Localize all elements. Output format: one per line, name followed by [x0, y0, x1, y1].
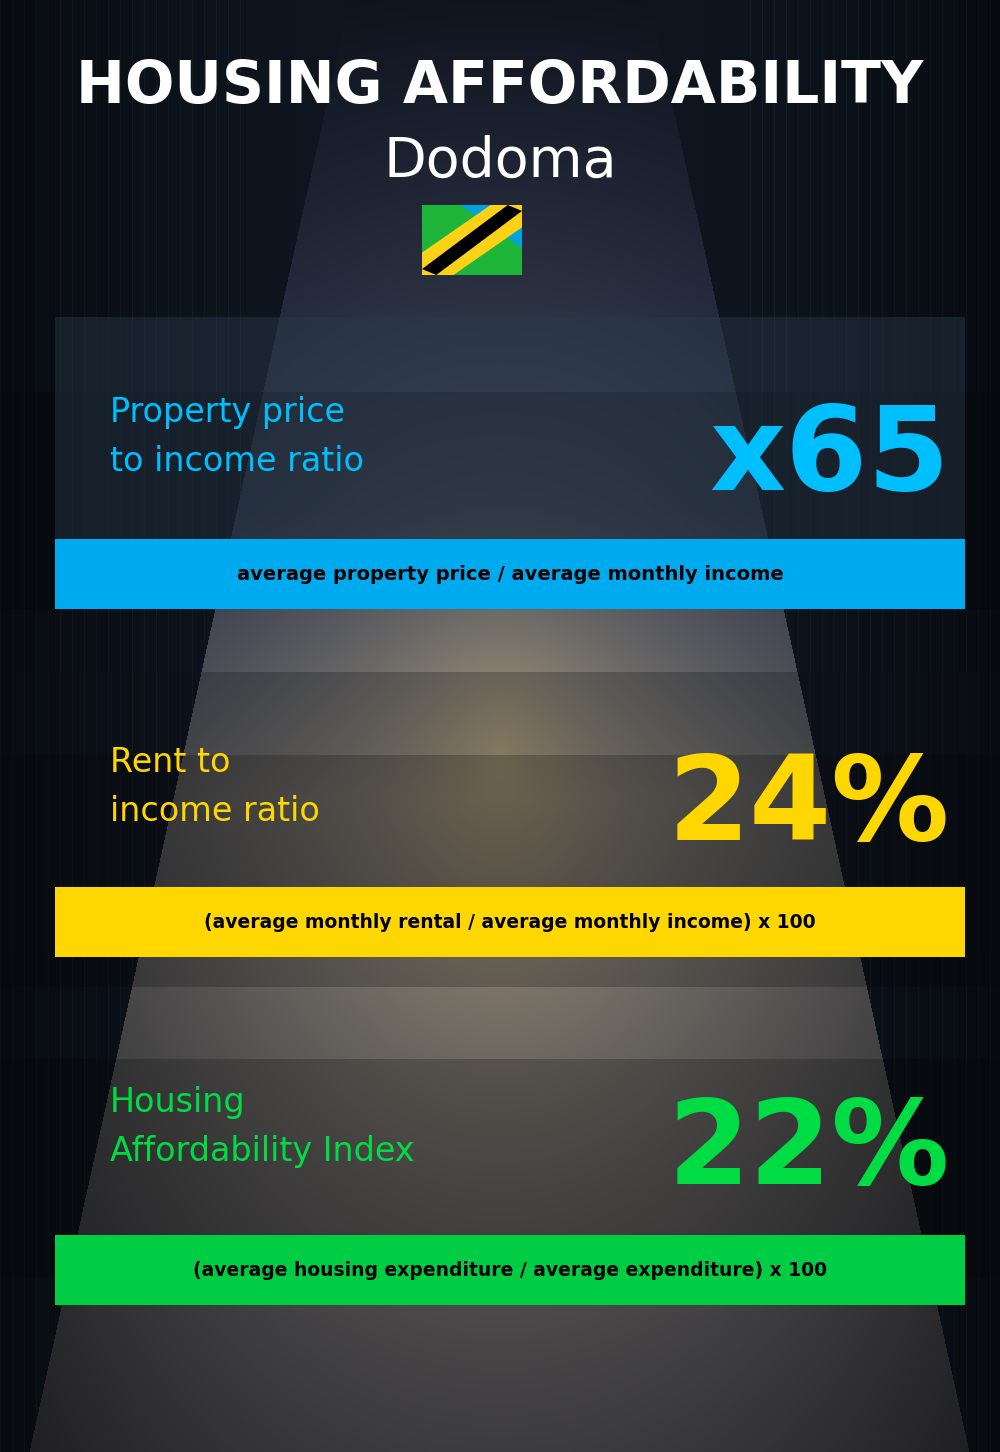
Text: 22%: 22%	[668, 1095, 950, 1210]
Polygon shape	[422, 205, 522, 274]
Bar	[55, 317, 965, 597]
Text: Property price
to income ratio: Property price to income ratio	[110, 396, 364, 478]
Text: Rent to
income ratio: Rent to income ratio	[110, 746, 320, 828]
Bar	[55, 1236, 965, 1305]
Text: HOUSING AFFORDABILITY: HOUSING AFFORDABILITY	[76, 58, 924, 116]
Bar	[422, 205, 522, 274]
Text: (average monthly rental / average monthly income) x 100: (average monthly rental / average monthl…	[204, 912, 816, 932]
Text: 24%: 24%	[668, 749, 950, 864]
Text: Dodoma: Dodoma	[383, 135, 617, 189]
Bar	[55, 539, 965, 608]
Text: x65: x65	[710, 399, 950, 514]
Bar	[0, 672, 1000, 953]
Polygon shape	[460, 205, 522, 248]
Polygon shape	[422, 205, 522, 274]
Text: Housing
Affordability Index: Housing Affordability Index	[110, 1086, 415, 1167]
Bar	[55, 887, 965, 957]
Text: (average housing expenditure / average expenditure) x 100: (average housing expenditure / average e…	[193, 1260, 827, 1279]
Text: average property price / average monthly income: average property price / average monthly…	[237, 565, 783, 584]
